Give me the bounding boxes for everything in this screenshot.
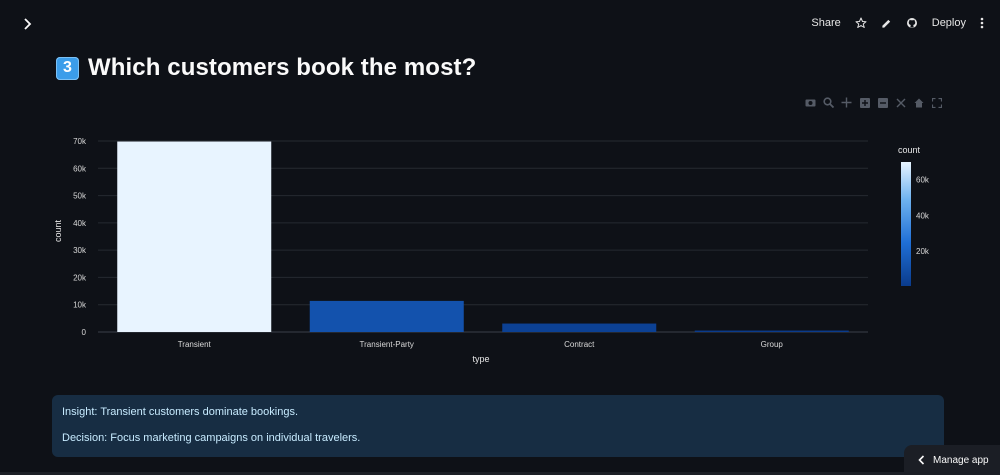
zoom-out-icon	[877, 97, 888, 108]
expand-icon	[931, 97, 942, 108]
magnifier-icon	[823, 97, 834, 108]
zoom-out-button[interactable]	[877, 97, 888, 108]
y-tick-label: 20k	[73, 273, 87, 282]
more-vertical-icon	[980, 17, 984, 29]
github-icon	[906, 18, 917, 28]
section-heading: 3 Which customers book the most?	[56, 54, 476, 82]
pan-button[interactable]	[841, 97, 852, 108]
x-tick-label: Transient	[178, 340, 212, 349]
bar-contract[interactable]	[502, 323, 657, 332]
pan-arrows-icon	[841, 97, 852, 108]
reset-axes-button[interactable]	[913, 97, 924, 108]
manage-app-label: Manage app	[933, 454, 989, 466]
bar-transient-party[interactable]	[309, 300, 464, 332]
x-axis-ticks: Transient Transient-Party Contract Group	[178, 340, 784, 349]
colorbar-legend: count 20k 40k 60k	[898, 145, 930, 286]
download-plot-button[interactable]	[805, 97, 816, 108]
y-tick-label: 30k	[73, 246, 87, 255]
manage-app-button[interactable]: Manage app	[904, 445, 1000, 475]
y-axis-title: count	[53, 219, 63, 242]
autoscale-icon	[896, 98, 905, 107]
decision-text: Decision: Focus marketing campaigns on i…	[62, 432, 361, 444]
pencil-icon	[882, 19, 890, 28]
fullscreen-button[interactable]	[931, 97, 942, 108]
camera-icon	[805, 99, 816, 107]
y-tick-label: 60k	[73, 164, 87, 173]
bar-transient[interactable]	[117, 141, 272, 332]
x-tick-label: Transient-Party	[360, 340, 414, 349]
colorbar-gradient	[901, 162, 911, 286]
zoom-button[interactable]	[823, 97, 834, 108]
colorbar-tick-label: 40k	[916, 211, 930, 220]
github-button[interactable]	[906, 17, 918, 29]
zoom-in-button[interactable]	[859, 97, 870, 108]
sidebar-expand-button[interactable]	[18, 14, 38, 34]
autoscale-button[interactable]	[895, 97, 906, 108]
deploy-button[interactable]: Deploy	[931, 17, 966, 29]
y-tick-label: 0	[82, 328, 87, 337]
favorite-button[interactable]	[855, 17, 867, 29]
insight-text: Insight: Transient customers dominate bo…	[62, 406, 299, 418]
x-tick-label: Contract	[564, 340, 595, 349]
insight-callout: Insight: Transient customers dominate bo…	[52, 395, 944, 457]
home-icon	[914, 98, 923, 107]
y-tick-label: 50k	[73, 192, 87, 201]
app-toolbar: Share Deploy	[811, 12, 984, 34]
colorbar-ticks: 20k 40k 60k	[916, 176, 930, 257]
plot-modebar	[805, 97, 942, 108]
chevron-left-icon	[918, 455, 925, 465]
colorbar-title: count	[898, 145, 921, 155]
x-axis-title: type	[472, 354, 489, 364]
y-axis-ticks: 0 10k 20k 30k 40k 50k 60k 70k	[73, 137, 87, 337]
star-icon	[855, 17, 867, 28]
page-title: Which customers book the most?	[88, 54, 477, 81]
y-tick-label: 10k	[73, 301, 87, 310]
y-tick-label: 40k	[73, 219, 87, 228]
keycap-number-badge: 3	[56, 56, 79, 80]
colorbar-tick-label: 60k	[916, 176, 930, 185]
colorbar-tick-label: 20k	[916, 247, 930, 256]
bar-group[interactable]	[694, 330, 849, 332]
zoom-in-icon	[859, 97, 870, 108]
bottom-divider	[0, 472, 904, 475]
main-menu-button[interactable]	[980, 17, 984, 29]
chart-bars	[117, 141, 849, 332]
share-button[interactable]: Share	[811, 17, 841, 29]
x-tick-label: Group	[761, 340, 784, 349]
edit-button[interactable]	[881, 18, 892, 29]
chevron-right-icon	[24, 18, 32, 30]
y-tick-label: 70k	[73, 137, 87, 146]
